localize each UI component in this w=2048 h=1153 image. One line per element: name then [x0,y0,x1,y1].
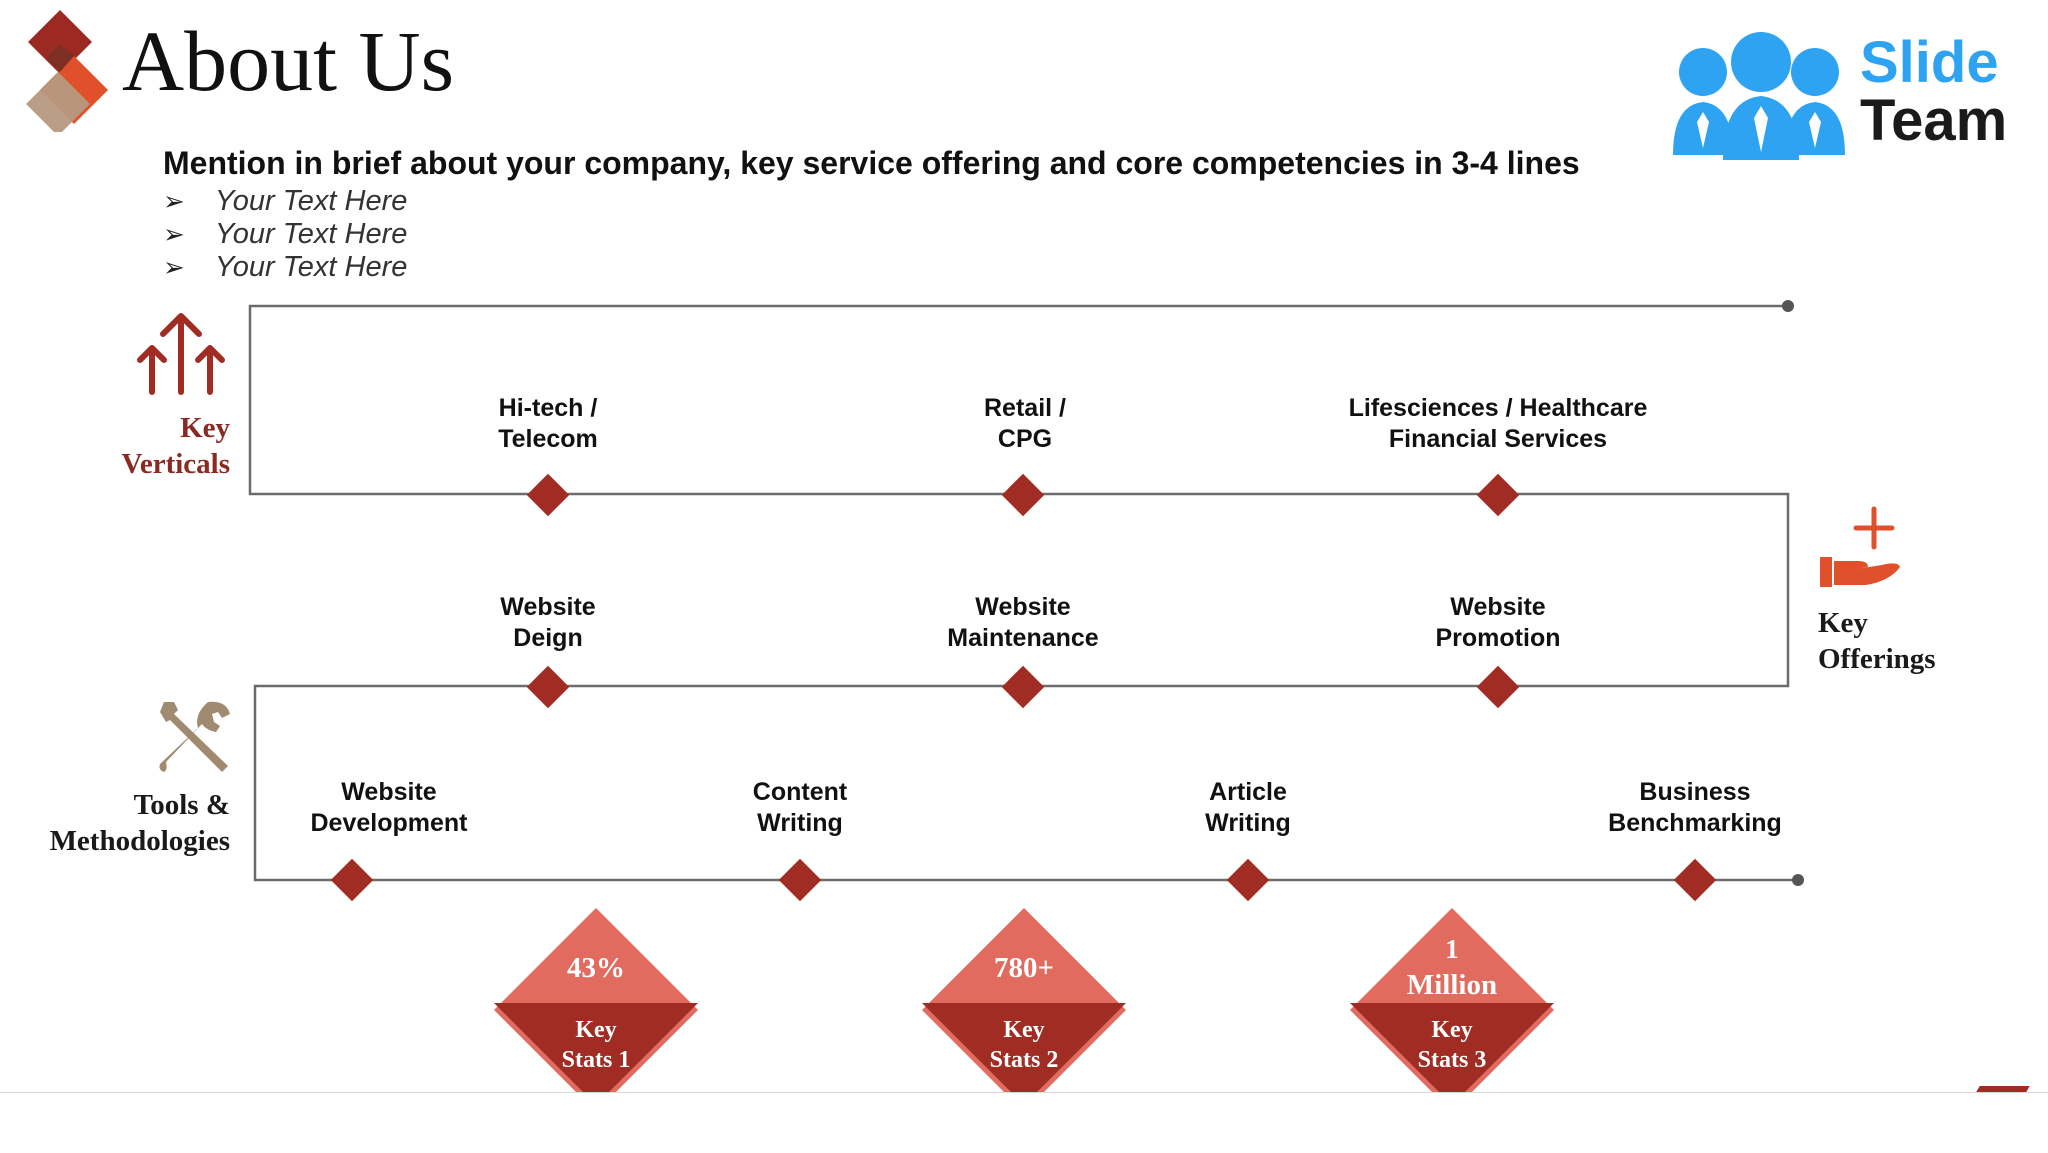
key-stat-value: 43% [567,952,625,984]
slideteam-logo: Slide Team [1665,30,2025,165]
key-stat-value: 780+ [994,952,1054,984]
wrench-screwdriver-icon [159,701,230,772]
page-subtitle: Mention in brief about your company, key… [163,145,1580,181]
tool-diamond-4 [1673,858,1717,902]
people-group-icon [1673,32,1845,160]
arrowhead-bullet-icon: ➢ [163,219,185,249]
vertical-diamond-3 [1476,473,1520,517]
bullet-item: ➢ Your Text Here [163,251,408,283]
tool-item: Content Writing [752,778,848,837]
key-stat-label: Key [1003,1017,1044,1043]
key-stat-3: 1 Million Key Stats 3 [1350,908,1554,1112]
key-stat-value: 1 [1445,934,1459,964]
offering-item: Website Maintenance [947,593,1099,652]
timeline-path [248,304,1798,882]
key-stat-1: 43% Key Stats 1 [494,908,698,1112]
key-stat-label: Stats 1 [562,1047,631,1073]
key-stat-value: Million [1407,969,1497,1001]
slide-bottom-edge [0,1092,2048,1153]
corner-diamond-logo-icon [26,10,108,132]
key-stat-label: Stats 2 [990,1047,1059,1073]
key-stat-2: 780+ Key Stats 2 [922,908,1126,1112]
timeline-start-dot [1782,300,1794,312]
page-title: About Us [122,13,455,109]
arrowhead-bullet-icon: ➢ [163,186,185,216]
key-stat-label: Key [575,1017,616,1043]
key-offerings-label: Key Offerings [1818,607,1936,675]
arrows-up-icon [137,313,225,395]
vertical-item: Retail / CPG [984,394,1066,453]
tool-item: Website Development [310,778,468,837]
key-stat-label: Key [1431,1017,1472,1043]
tool-item: Business Benchmarking [1608,778,1782,837]
tool-diamond-3 [1226,858,1270,902]
next-slide-peek [1976,1086,2030,1092]
key-verticals-label: Key Verticals [121,412,230,480]
hand-plus-icon [1820,506,1900,587]
bullet-item: ➢ Your Text Here [163,185,408,217]
logo-text-team: Team [1860,88,2008,153]
logo-text-slide: Slide [1860,30,1999,95]
timeline-end-dot [1792,874,1804,886]
tool-item: Article Writing [1205,778,1291,837]
vertical-item: Lifesciences / Healthcare Financial Serv… [1348,394,1648,453]
arrowhead-bullet-icon: ➢ [163,252,185,282]
offering-item: Website Deign [500,593,596,652]
offering-item: Website Promotion [1435,593,1561,652]
key-stat-label: Stats 3 [1418,1047,1487,1073]
tools-methodologies-label: Tools & Methodologies [49,789,230,857]
bullet-item: ➢ Your Text Here [163,218,408,250]
vertical-item: Hi-tech / Telecom [498,394,598,453]
offering-diamond-3 [1476,665,1520,709]
